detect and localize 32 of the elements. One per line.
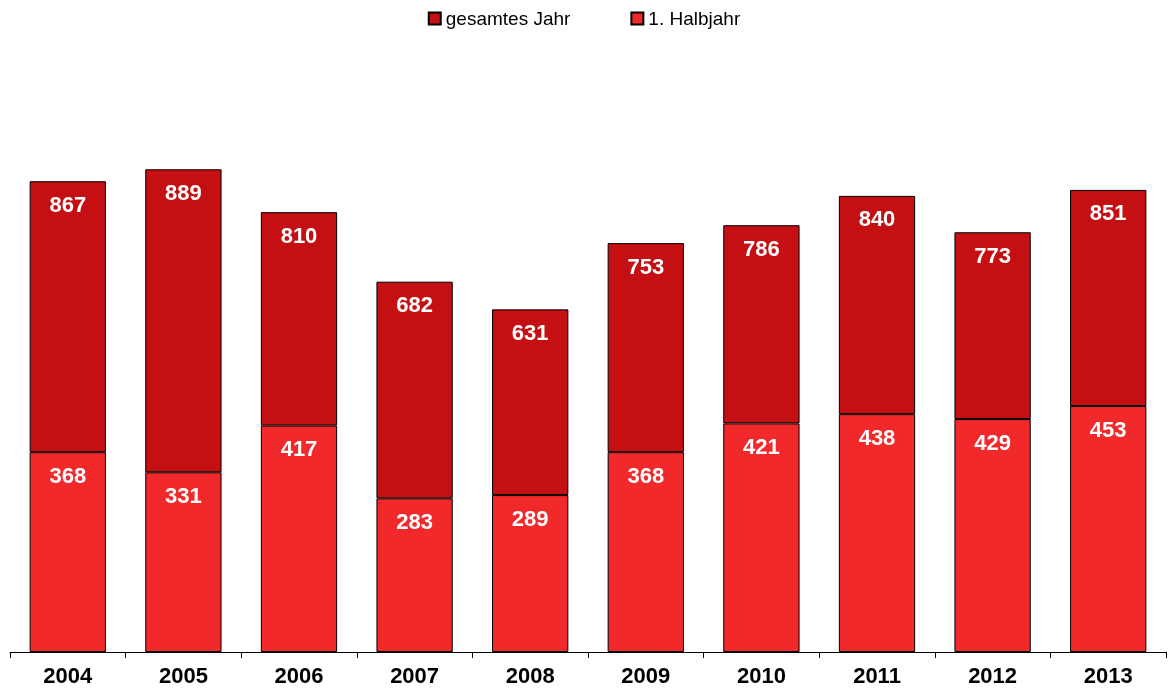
x-tick-label: 2005	[158, 662, 208, 688]
data-label: 368	[49, 462, 87, 488]
x-tick-label: 2012	[968, 662, 1018, 688]
x-tick-label: 2007	[390, 662, 440, 688]
total-label: 631	[511, 319, 549, 345]
data-label: 453	[1089, 416, 1127, 442]
total-label: 810	[280, 222, 318, 248]
data-label: 368	[627, 462, 665, 488]
x-tick-label: 2013	[1083, 662, 1133, 688]
total-label: 753	[627, 253, 665, 279]
total-label: 786	[743, 235, 780, 261]
total-label: 840	[858, 206, 896, 232]
x-tick-label: 2006	[274, 662, 324, 688]
data-label: 283	[396, 508, 433, 534]
data-label: 438	[858, 424, 896, 450]
total-label: 851	[1089, 200, 1127, 226]
data-label: 421	[743, 433, 780, 459]
total-label: 682	[396, 292, 433, 318]
legend-label: 1. Halbjahr	[648, 8, 741, 29]
data-label: 289	[511, 505, 549, 531]
total-label: 889	[165, 179, 202, 205]
data-label: 331	[165, 482, 202, 508]
total-label: 773	[974, 242, 1011, 268]
x-tick-label: 2010	[736, 662, 786, 688]
x-tick-label: 2011	[853, 662, 901, 688]
data-label: 417	[280, 436, 318, 462]
legend-label: gesamtes Jahr	[445, 8, 572, 29]
x-tick-label: 2009	[621, 662, 671, 688]
x-tick-label: 2008	[505, 662, 555, 688]
total-label: 867	[49, 191, 87, 217]
data-label: 429	[974, 429, 1011, 455]
x-tick-label: 2004	[43, 662, 94, 688]
